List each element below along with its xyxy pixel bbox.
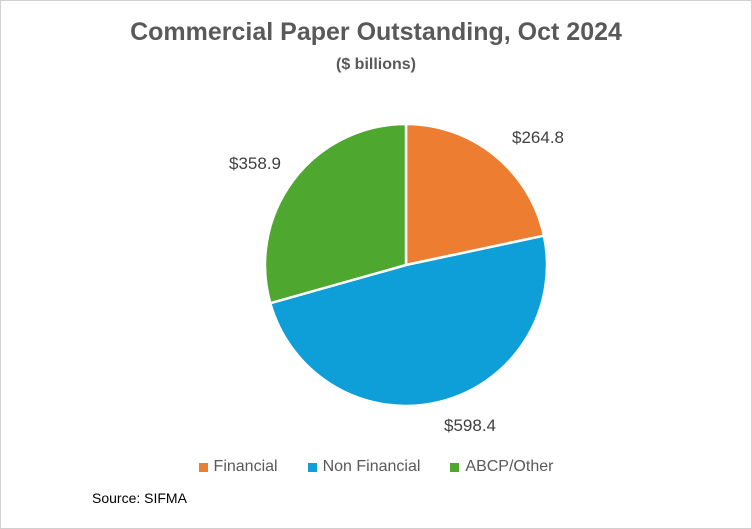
pie-slice-financial <box>404 122 546 267</box>
legend-label-non-financial: Non Financial <box>322 458 421 475</box>
legend-swatch-non-financial <box>307 462 317 472</box>
legend-item-non-financial: Non Financial <box>307 458 421 476</box>
pie-slice-non-financial <box>269 234 549 408</box>
legend-swatch-financial <box>198 462 208 472</box>
data-label-abcp-other: $358.9 <box>229 154 281 173</box>
chart-title: Commercial Paper Outstanding, Oct 2024 <box>130 18 622 46</box>
data-label-non-financial: $598.4 <box>444 416 496 435</box>
legend-item-financial: Financial <box>198 458 278 476</box>
legend-label-financial: Financial <box>213 458 278 475</box>
data-label-financial: $264.8 <box>512 128 564 147</box>
pie-slice-abcp-other <box>263 122 408 305</box>
legend-swatch-abcp-other <box>450 462 460 472</box>
chart-subtitle: ($ billions) <box>336 56 416 73</box>
legend-label-abcp-other: ABCP/Other <box>465 458 554 475</box>
legend-item-abcp-other: ABCP/Other <box>450 458 553 476</box>
chart-legend: Financial Non Financial ABCP/Other <box>0 458 752 476</box>
source-note: Source: SIFMA <box>92 490 187 506</box>
